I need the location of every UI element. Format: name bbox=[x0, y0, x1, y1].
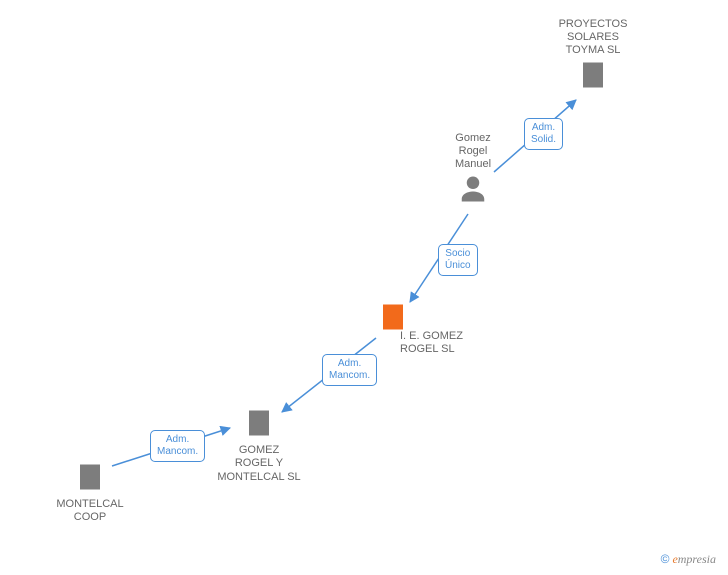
node-gomez-montelcal[interactable]: GOMEZ ROGEL Y MONTELCAL SL bbox=[212, 408, 306, 484]
copyright-icon: © bbox=[661, 552, 670, 566]
node-gomez-manuel[interactable]: Gomez Rogel Manuel bbox=[438, 132, 508, 208]
edge-label-adm-mancom-1: Adm. Mancom. bbox=[322, 354, 377, 386]
node-label: PROYECTOS SOLARES TOYMA SL bbox=[550, 18, 636, 58]
node-montelcal-coop[interactable]: MONTELCAL COOP bbox=[50, 462, 130, 525]
node-label: Gomez Rogel Manuel bbox=[438, 132, 508, 172]
node-gomez-rogel-sl-label: I. E. GOMEZ ROGEL SL bbox=[400, 330, 490, 356]
building-icon bbox=[75, 462, 105, 492]
building-icon bbox=[378, 302, 408, 332]
edge-label-adm-mancom-2: Adm. Mancom. bbox=[150, 430, 205, 462]
footer-brand: © empresia bbox=[661, 552, 716, 567]
building-icon bbox=[244, 408, 274, 438]
node-proyectos-solares[interactable]: PROYECTOS SOLARES TOYMA SL bbox=[550, 18, 636, 94]
person-icon bbox=[458, 174, 488, 204]
edge-label-adm-solid: Adm. Solid. bbox=[524, 118, 563, 150]
building-icon bbox=[578, 60, 608, 90]
edge-label-socio-unico: Socio Único bbox=[438, 244, 478, 276]
diagram-canvas: PROYECTOS SOLARES TOYMA SL Gomez Rogel M… bbox=[0, 0, 728, 575]
node-label: GOMEZ ROGEL Y MONTELCAL SL bbox=[212, 444, 306, 484]
node-label: MONTELCAL COOP bbox=[50, 498, 130, 524]
brand-rest: mpresia bbox=[678, 552, 716, 566]
